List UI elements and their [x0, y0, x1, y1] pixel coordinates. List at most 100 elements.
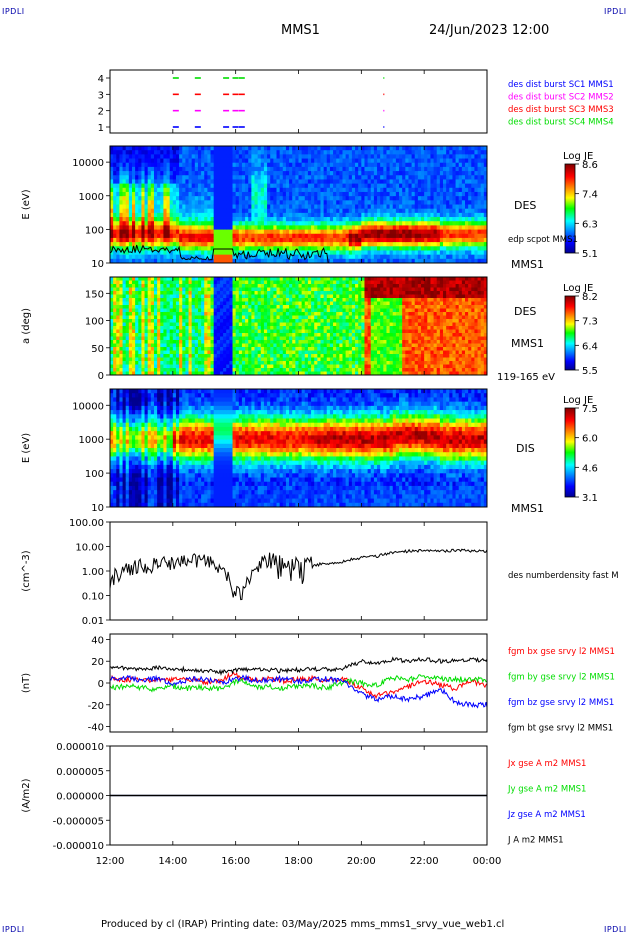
des-energy-cell	[439, 237, 444, 243]
des-energy-cell	[351, 254, 356, 260]
des-energy-cell	[204, 217, 208, 222]
des-energy-cell	[339, 183, 343, 189]
des-energy-cell	[207, 150, 211, 155]
des-energy-cell	[311, 150, 315, 155]
des-pitch-cell	[213, 354, 218, 358]
des-energy-cell	[389, 191, 394, 197]
des-energy-cell	[383, 221, 387, 226]
des-pitch-cell	[257, 371, 262, 376]
des-pitch-cell	[226, 371, 230, 376]
des-energy-cell	[279, 254, 284, 260]
des-energy-cell	[160, 158, 164, 164]
des-pitch-cell	[226, 357, 230, 362]
des-pitch-cell	[116, 280, 120, 285]
des-energy-cell	[455, 221, 460, 226]
des-energy-cell	[355, 183, 359, 189]
des-energy-cell	[408, 237, 412, 243]
des-energy-cell	[323, 233, 328, 239]
des-energy-cell	[157, 258, 161, 264]
des-energy-cell	[405, 225, 409, 230]
des-energy-cell	[144, 158, 149, 164]
des-energy-cell	[333, 154, 337, 159]
des-energy-cell	[257, 233, 262, 239]
des-energy-cell	[135, 225, 139, 230]
des-energy-cell	[128, 237, 133, 243]
des-energy-cell	[326, 242, 331, 247]
des-pitch-cell	[141, 354, 145, 358]
des-pitch-cell	[235, 371, 240, 376]
des-pitch-cell	[169, 319, 174, 323]
des-pitch-cell	[229, 315, 233, 320]
des-energy-cell	[257, 187, 262, 193]
des-energy-cell	[251, 187, 255, 193]
des-pitch-cell	[235, 322, 240, 327]
des-energy-cell	[131, 196, 136, 201]
des-energy-cell	[351, 200, 356, 205]
des-energy-cell	[188, 217, 193, 222]
des-energy-cell	[367, 179, 372, 185]
des-pitch-cell	[169, 308, 174, 313]
des-pitch-cell	[263, 280, 268, 285]
des-energy-cell	[333, 217, 337, 222]
des-energy-cell	[408, 204, 412, 210]
des-pitch-cell	[150, 291, 155, 295]
des-energy-cell	[377, 212, 381, 218]
des-energy-cell	[483, 229, 488, 235]
des-energy-cell	[235, 250, 240, 256]
des-energy-cell	[285, 158, 290, 164]
des-energy-cell	[421, 162, 425, 168]
des-pitch-cell	[150, 361, 155, 365]
des-pitch-cell	[235, 305, 240, 309]
des-pitch-cell	[279, 368, 284, 372]
des-energy-cell	[169, 217, 174, 222]
des-energy-cell	[131, 146, 136, 151]
des-energy-cell	[251, 229, 255, 235]
des-pitch-cell	[232, 343, 237, 348]
des-energy-cell	[386, 250, 391, 256]
des-pitch-cell	[131, 280, 136, 285]
des-pitch-cell	[279, 329, 284, 334]
des-energy-cell	[279, 171, 284, 176]
des-energy-cell	[439, 217, 444, 222]
des-energy-cell	[389, 225, 394, 230]
des-pitch-cell	[238, 312, 243, 316]
des-energy-cell	[254, 217, 259, 222]
des-energy-cell	[477, 221, 482, 226]
des-pitch-cell	[191, 305, 196, 309]
des-energy-cell	[370, 258, 375, 264]
des-energy-cell	[138, 221, 142, 226]
des-pitch-cell	[254, 312, 259, 316]
des-energy-cell	[329, 154, 334, 159]
des-energy-cell	[417, 162, 422, 168]
des-energy-cell	[427, 204, 431, 210]
des-energy-cell	[329, 237, 334, 243]
des-energy-cell	[263, 200, 268, 205]
des-pitch-cell	[285, 312, 290, 316]
des-energy-cell	[298, 246, 303, 251]
des-pitch-cell	[182, 277, 186, 281]
des-pitch-cell	[141, 319, 145, 323]
des-energy-cell	[276, 166, 281, 172]
des-pitch-cell	[235, 333, 240, 337]
des-energy-cell	[119, 158, 123, 164]
des-energy-cell	[421, 237, 425, 243]
des-energy-cell	[122, 229, 127, 235]
des-pitch-cell	[263, 291, 268, 295]
des-pitch-cell	[160, 305, 164, 309]
des-energy-cell	[474, 221, 478, 226]
des-pitch-cell	[166, 298, 171, 302]
des-energy-cell	[219, 217, 224, 222]
des-pitch-cell	[169, 280, 174, 285]
des-energy-cell	[452, 225, 456, 230]
des-energy-cell	[273, 150, 277, 155]
des-energy-cell	[204, 154, 208, 159]
des-energy-cell	[263, 196, 268, 201]
des-energy-cell	[414, 146, 419, 151]
des-energy-cell	[361, 217, 365, 222]
des-energy-cell	[430, 233, 434, 239]
des-energy-cell	[336, 191, 340, 197]
des-energy-cell	[229, 158, 233, 164]
des-energy-cell	[144, 166, 149, 172]
des-energy-cell	[172, 204, 177, 210]
des-pitch-cell	[204, 347, 208, 351]
